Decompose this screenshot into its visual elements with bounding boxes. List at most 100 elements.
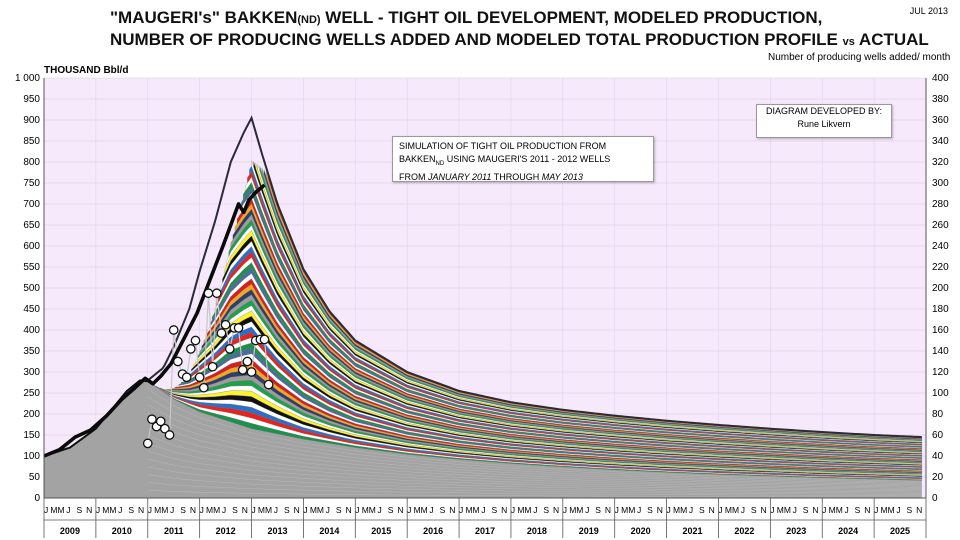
- x-month-tick-label: MM: [777, 505, 791, 515]
- wells-added-point: [207, 361, 218, 372]
- y-tick-left-label: 850: [23, 136, 40, 147]
- wells-added-point: [142, 438, 153, 449]
- x-month-tick-label: J: [563, 505, 567, 515]
- base-hatch-line: [147, 404, 922, 485]
- x-year-label: 2018: [527, 526, 547, 536]
- x-month-tick-label: S: [232, 505, 238, 515]
- x-month-tick-label: J: [896, 505, 900, 515]
- x-month-tick-label: N: [761, 505, 767, 515]
- x-year-label: 2016: [423, 526, 443, 536]
- x-month-tick-label: S: [751, 505, 757, 515]
- x-month-tick-label: S: [699, 505, 705, 515]
- x-month-tick-label: J: [66, 505, 70, 515]
- simulation-note-box: SIMULATION OF TIGHT OIL PRODUCTION FROM …: [392, 136, 654, 182]
- x-month-tick-label: N: [242, 505, 248, 515]
- y-tick-left-label: 950: [23, 94, 40, 105]
- y-tick-right-label: 180: [932, 304, 949, 315]
- x-year-label: 2013: [267, 526, 287, 536]
- x-month-tick-label: S: [128, 505, 134, 515]
- y-tick-right-label: 40: [932, 451, 944, 462]
- y-tick-right-label: 340: [932, 136, 949, 147]
- y-tick-right-label: 260: [932, 220, 949, 231]
- y-tick-right-label: 320: [932, 157, 949, 168]
- base-hatch-line: [147, 458, 922, 493]
- x-year-label: 2015: [371, 526, 391, 536]
- simulation-note-line1: SIMULATION OF TIGHT OIL PRODUCTION FROM: [399, 141, 607, 151]
- base-hatch-line: [147, 435, 922, 489]
- base-hatch-line: [147, 443, 922, 491]
- x-month-tick-label: N: [605, 505, 611, 515]
- y-tick-left-label: 0: [34, 493, 40, 504]
- x-month-tick-label: J: [793, 505, 797, 515]
- total-modeled-production-line: [147, 115, 922, 439]
- y-tick-left-label: 350: [23, 346, 40, 357]
- x-month-tick-label: J: [459, 505, 463, 515]
- x-month-tick-label: MM: [621, 505, 635, 515]
- x-month-tick-label: N: [916, 505, 922, 515]
- y-tick-right-label: 120: [932, 367, 949, 378]
- base-hatch-line: [147, 419, 922, 487]
- y-tick-right-label: 360: [932, 115, 949, 126]
- x-year-label: 2014: [319, 526, 339, 536]
- x-month-tick-label: J: [378, 505, 382, 515]
- y-tick-right-label: 240: [932, 241, 949, 252]
- x-month-tick-label: MM: [517, 505, 531, 515]
- y-tick-left-label: 1 000: [15, 73, 40, 84]
- x-month-tick-label: N: [190, 505, 196, 515]
- wells-added-point: [198, 382, 209, 393]
- x-year-label: 2019: [579, 526, 599, 536]
- base-hatch-line: [147, 396, 922, 483]
- y-tick-left-label: 550: [23, 262, 40, 273]
- x-month-tick-label: S: [647, 505, 653, 515]
- x-month-tick-label: J: [615, 505, 619, 515]
- y-tick-right-label: 220: [932, 262, 949, 273]
- y-tick-right-label: 300: [932, 178, 949, 189]
- x-year-label: 2024: [838, 526, 858, 536]
- wells-added-point: [211, 288, 222, 299]
- x-month-tick-label: S: [180, 505, 186, 515]
- x-year-label: 2010: [112, 526, 132, 536]
- x-month-tick-label: J: [741, 505, 745, 515]
- wells-added-point: [185, 344, 196, 354]
- x-year-label: 2012: [216, 526, 236, 536]
- x-month-tick-label: J: [585, 505, 589, 515]
- y-tick-left-label: 700: [23, 199, 40, 210]
- x-month-tick-label: MM: [673, 505, 687, 515]
- wells-added-point: [246, 367, 257, 377]
- developer-credit-line2: Rune Likvern: [797, 119, 851, 129]
- x-month-tick-label: N: [449, 505, 455, 515]
- wells-added-point: [233, 323, 244, 333]
- y-tick-right-label: 20: [932, 472, 944, 483]
- wells-added-point: [181, 372, 192, 383]
- y-tick-right-label: 160: [932, 325, 949, 336]
- y-tick-right-label: 140: [932, 346, 949, 357]
- y-tick-left-label: 800: [23, 157, 40, 168]
- x-month-tick-label: MM: [362, 505, 376, 515]
- x-month-tick-label: S: [284, 505, 290, 515]
- x-month-tick-label: MM: [569, 505, 583, 515]
- wells-added-point: [259, 334, 270, 345]
- y-tick-right-label: 280: [932, 199, 949, 210]
- x-month-tick-label: J: [874, 505, 878, 515]
- y-axis-right-label: Number of producing wells added/ month: [768, 52, 951, 63]
- y-tick-left-label: 650: [23, 220, 40, 231]
- base-hatch-line: [147, 451, 922, 492]
- x-month-tick-label: S: [388, 505, 394, 515]
- wells-added-point: [155, 416, 166, 427]
- x-month-tick-label: J: [481, 505, 485, 515]
- wells-added-point: [160, 423, 170, 434]
- wells-added-point: [164, 430, 175, 440]
- x-month-tick-label: MM: [465, 505, 479, 515]
- x-month-tick-label: S: [76, 505, 82, 515]
- y-tick-left-label: 250: [23, 388, 40, 399]
- x-month-tick-label: S: [543, 505, 549, 515]
- x-month-tick-label: S: [492, 505, 498, 515]
- x-month-tick-label: J: [407, 505, 411, 515]
- simulation-note-line3: FROM JANUARY 2011 THROUGH MAY 2013: [399, 171, 583, 182]
- wells-added-point: [216, 328, 227, 338]
- wells-added-point: [220, 319, 231, 330]
- y-tick-right-label: 380: [932, 94, 949, 105]
- simulation-note-line2: BAKKENND USING MAUGERI'S 2011 - 2012 WEL…: [399, 154, 611, 167]
- x-month-tick-label: J: [822, 505, 826, 515]
- developer-credit-line1: DIAGRAM DEVELOPED BY:: [765, 106, 883, 116]
